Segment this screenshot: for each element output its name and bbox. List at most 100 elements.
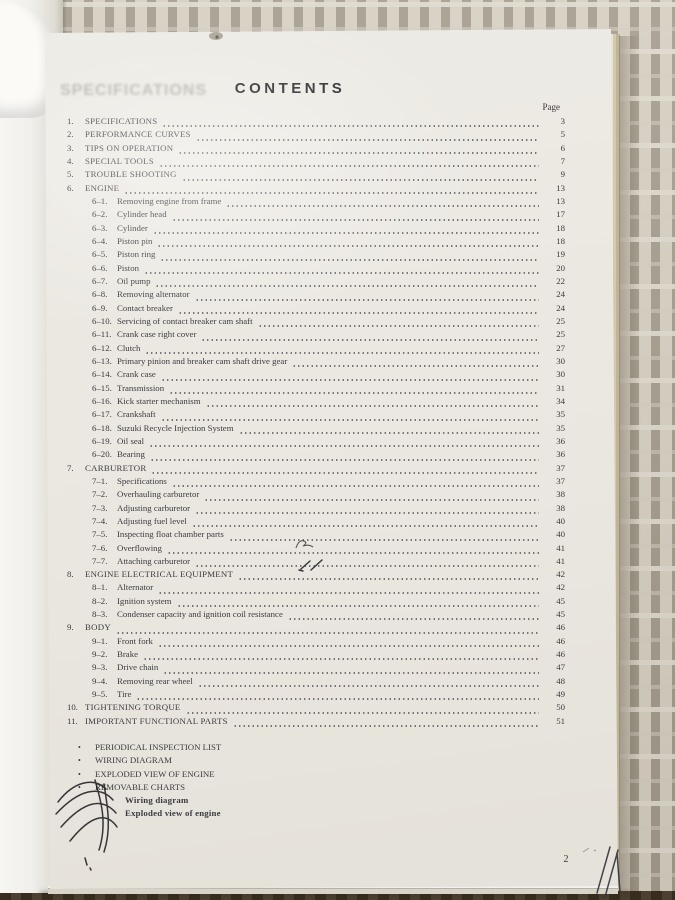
toc-entry-label: Crank case right cover (117, 329, 197, 340)
toc-row: 3. TIPS ON OPERATION 6 (67, 143, 565, 156)
toc-row: 8–1. Alternator 42 (67, 582, 565, 595)
toc-row: 6–5. Piston ring 19 (67, 249, 565, 262)
toc-entry-number: 5. (67, 169, 74, 180)
toc-entry-page: 38 (556, 489, 565, 500)
toc-entry-label: ENGINE (85, 182, 120, 193)
toc-entry-page: 35 (556, 422, 565, 433)
toc-entry-page: 13 (556, 195, 565, 206)
toc-entry-page: 37 (556, 475, 565, 486)
dot-leader (191, 518, 539, 528)
toc-entry-label: Inspecting float chamber parts (117, 529, 224, 540)
bullet-icon: • (78, 743, 81, 752)
toc-entry-number: 10. (67, 702, 78, 713)
toc-entry-page: 17 (556, 209, 565, 220)
toc-entry-page: 5 (560, 129, 565, 140)
toc-row: 6–12. Clutch 27 (67, 343, 565, 356)
toc-row: 6–16. Kick starter mechanism 34 (67, 396, 565, 409)
toc-entry-label: Alternator (117, 582, 154, 593)
toc-entry-page: 19 (556, 249, 565, 260)
toc-entry-number: 6–4. (92, 235, 108, 246)
toc-row: 9. BODY 46 (67, 622, 565, 635)
toc-entry-number: 8–1. (92, 582, 108, 593)
toc-entry-page: 30 (556, 355, 565, 366)
toc-row: 8–3. Condenser capacity and ignition coi… (67, 609, 565, 622)
toc-entry-page: 37 (556, 462, 565, 473)
toc-row: 6–19. Oil seal 36 (67, 436, 565, 449)
toc-row: 8. ENGINE ELECTRICAL EQUIPMENT 42 (67, 569, 565, 582)
toc-entry-page: 36 (556, 449, 565, 460)
toc-entry-page: 50 (556, 702, 565, 713)
toc-entry-label: Oil seal (117, 435, 145, 446)
dot-leader (257, 318, 539, 328)
dot-leader (163, 664, 539, 674)
toc-entry-label: Piston pin (117, 235, 153, 246)
toc-entry-number: 6–19. (92, 435, 112, 446)
toc-entry-label: Primary pinion and breaker cam shaft dri… (117, 355, 288, 366)
table-edge-shadow (0, 891, 675, 900)
appendix-sub-row: Wiring diagram (78, 795, 438, 808)
toc-row: 5. TROUBLE SHOOTING 9 (67, 169, 565, 182)
dot-leader (178, 144, 539, 154)
bullet-icon: • (78, 756, 81, 766)
toc-row: 6–1. Removing engine from frame 13 (67, 196, 565, 209)
toc-entry-page: 35 (556, 409, 565, 420)
toc-entry-number: 7–2. (92, 489, 108, 500)
dot-leader (160, 251, 539, 261)
dot-leader (166, 544, 539, 554)
toc-entry-label: Contact breaker (117, 302, 173, 313)
toc-entry-number: 9. (67, 622, 74, 633)
toc-entry-label: SPECIAL TOOLS (85, 155, 154, 166)
toc-entry-number: 6–1. (92, 195, 108, 206)
toc-row: 7–7. Attaching carburetor 41 (67, 556, 565, 569)
toc-entry-page: 48 (556, 675, 565, 686)
toc-entry-page: 20 (556, 262, 565, 273)
toc-entry-label: IMPORTANT FUNCTIONAL PARTS (85, 715, 228, 726)
toc-entry-page: 30 (556, 369, 565, 380)
dot-leader (136, 691, 539, 701)
dot-leader (287, 611, 539, 621)
dot-leader (226, 198, 539, 208)
toc-entry-number: 7–1. (92, 475, 108, 486)
toc-row: 4. SPECIAL TOOLS 7 (67, 156, 565, 169)
toc-entry-number: 7–6. (92, 542, 108, 553)
dot-leader (171, 211, 539, 221)
toc-entry-label: Crank case (117, 369, 156, 380)
toc-entry-label: Transmission (117, 382, 165, 393)
toc-entry-label: Suzuki Recycle Injection System (117, 422, 234, 433)
toc-entry-page: 38 (556, 502, 565, 513)
toc-entry-page: 18 (556, 235, 565, 246)
toc-row: 8–2. Ignition system 45 (67, 596, 565, 609)
dot-leader (152, 224, 539, 234)
toc-entry-number: 6. (67, 182, 74, 193)
toc-entry-number: 6–18. (92, 422, 112, 433)
toc-entry-number: 3. (67, 142, 74, 153)
page-number: 2 (563, 854, 569, 865)
toc-entry-page: 25 (556, 329, 565, 340)
toc-entry-page: 34 (556, 395, 565, 406)
toc-row: 9–4. Removing rear wheel 48 (67, 676, 565, 689)
appendix-sub-label: Wiring diagram (125, 795, 189, 805)
toc-row: 6–9. Contact breaker 24 (67, 303, 565, 316)
toc-row: 6–13. Primary pinion and breaker cam sha… (67, 356, 565, 369)
toc-entry-number: 6–9. (92, 302, 108, 313)
toc-entry-number: 4. (67, 155, 74, 166)
toc-row: 6–8. Removing alternator 24 (67, 289, 565, 302)
toc-row: 6–20. Bearing 36 (67, 449, 565, 462)
page-stack-bottom-edge (48, 886, 618, 894)
dot-leader (143, 651, 539, 661)
page-title: CONTENTS (234, 80, 346, 97)
dot-leader (162, 118, 539, 128)
dot-leader (238, 571, 539, 581)
dot-leader (185, 704, 539, 714)
appendix-bullet-row: • PERIODICAL INSPECTION LIST (78, 742, 438, 755)
toc-row: 6–4. Piston pin 18 (67, 236, 565, 249)
dot-leader (149, 451, 539, 461)
toc-entry-label: Clutch (117, 342, 141, 353)
dot-leader (115, 624, 539, 634)
toc-entry-number: 6–8. (92, 289, 108, 300)
dot-leader (155, 278, 539, 288)
dot-leader (181, 171, 539, 181)
dot-leader (160, 371, 539, 381)
toc-entry-page: 9 (560, 169, 565, 180)
toc-row: 1. SPECIFICATIONS 3 (67, 116, 565, 129)
